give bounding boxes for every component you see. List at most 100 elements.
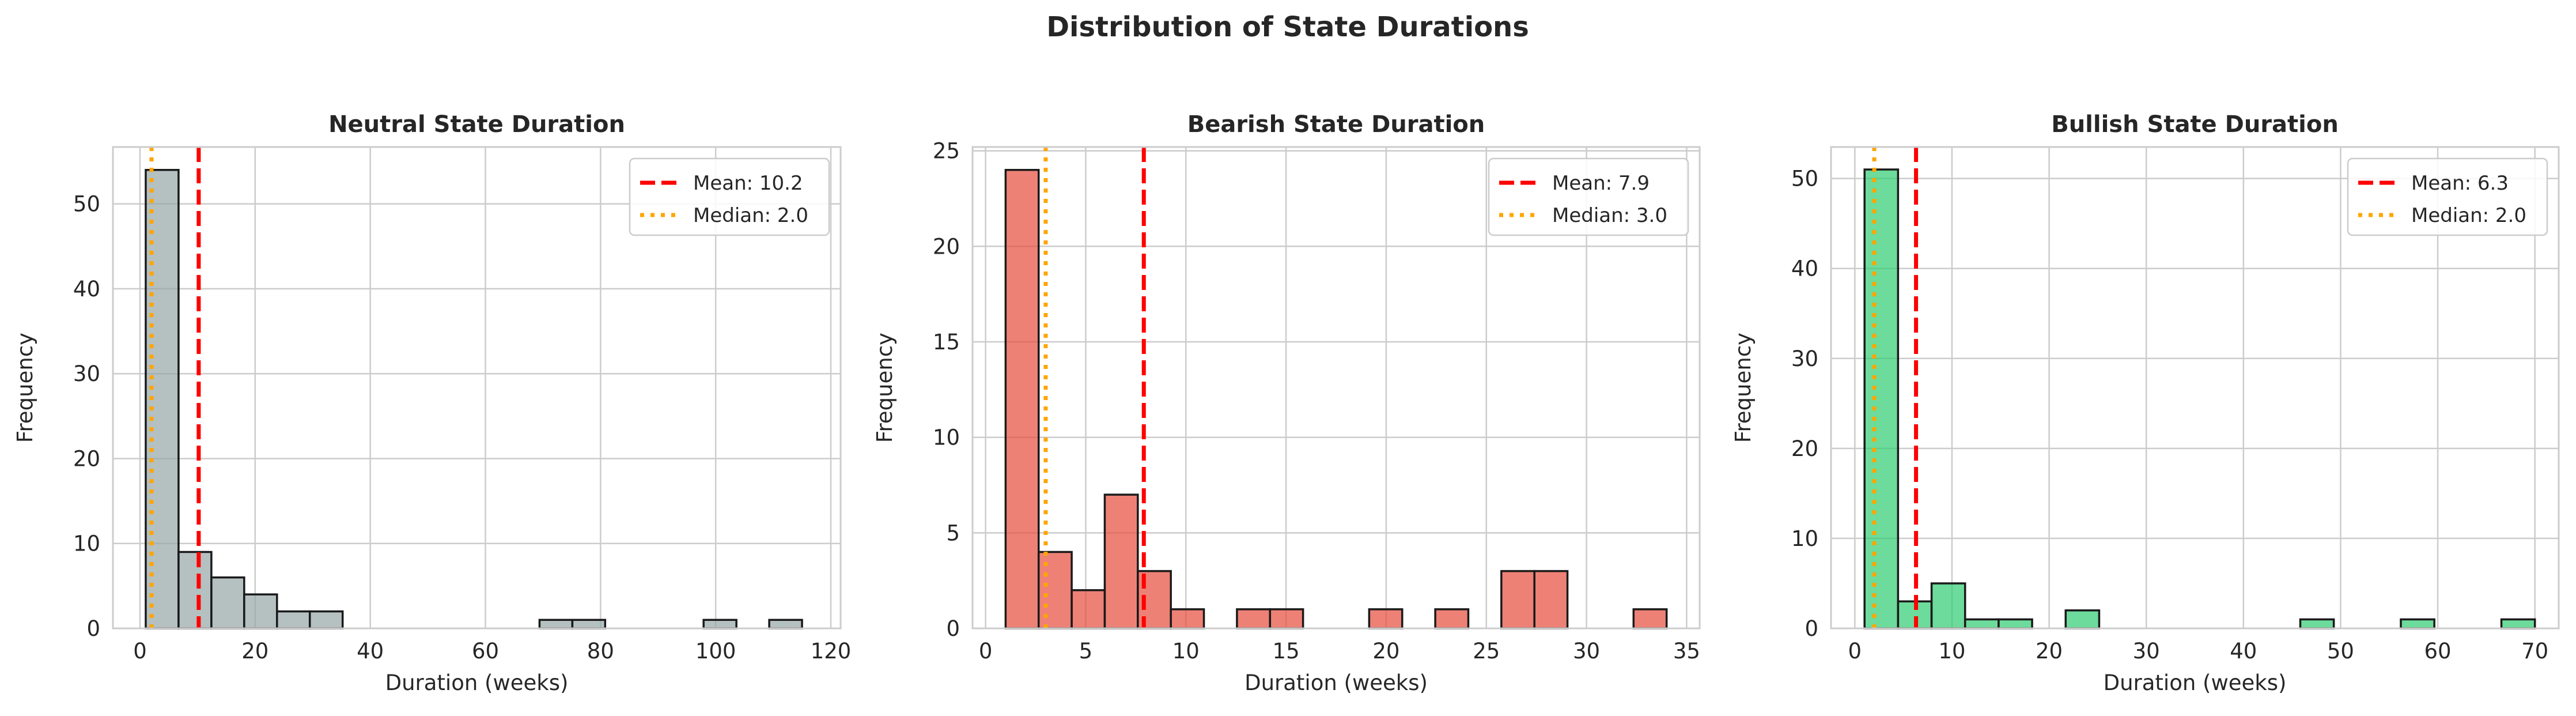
x-tick-label: 0 <box>979 639 993 664</box>
histogram-bar <box>702 619 737 630</box>
x-tick-label: 70 <box>2521 639 2548 664</box>
x-tick-label: 40 <box>2230 639 2257 664</box>
histogram-bar <box>1998 618 2033 630</box>
x-tick-label: 60 <box>2424 639 2452 664</box>
histogram-bar <box>308 610 344 630</box>
histogram-bar <box>538 619 574 630</box>
y-tick-label: 20 <box>933 234 960 259</box>
x-tick-label: 100 <box>695 639 736 664</box>
y-tick-label: 0 <box>1805 616 1818 641</box>
x-tick-label: 35 <box>1673 639 1700 664</box>
y-tick-label: 0 <box>86 616 100 641</box>
histogram-bar <box>1533 570 1569 630</box>
legend-mean-label: Mean: 7.9 <box>1552 172 1650 195</box>
histogram-bar <box>768 619 803 630</box>
histogram-bar <box>243 593 278 630</box>
x-tick-label: 5 <box>1079 639 1093 664</box>
x-tick-label: 10 <box>1172 639 1200 664</box>
y-tick-label: 40 <box>73 277 100 302</box>
y-axis-label: Frequency <box>13 333 37 443</box>
chart-title: Bullish State Duration <box>2051 111 2339 138</box>
chart-panel: 0 5 10 15 20 25 30 35 0 5 10 15 20 25 Bearish State Du… <box>872 111 1701 695</box>
histogram-bar <box>2400 618 2435 630</box>
histogram-bar <box>210 576 245 630</box>
histogram-bar <box>2299 618 2335 630</box>
histogram-bar <box>1236 608 1272 630</box>
x-tick-label: 10 <box>1938 639 1965 664</box>
axes-frame <box>112 146 842 630</box>
x-tick-label: 30 <box>1573 639 1600 664</box>
histogram-bar <box>571 619 607 630</box>
histogram-bar <box>1863 168 1900 630</box>
y-tick-label: 10 <box>1791 526 1818 551</box>
histogram-bar <box>1500 570 1535 630</box>
legend-mean-label: Mean: 6.3 <box>2411 172 2509 195</box>
histogram-bar <box>276 610 311 630</box>
histogram-bar <box>1103 493 1139 630</box>
chart-title: Neutral State Duration <box>328 111 625 138</box>
figure-title: Distribution of State Durations <box>1046 11 1529 43</box>
x-tick-label: 120 <box>811 639 852 664</box>
x-tick-label: 20 <box>2036 639 2063 664</box>
legend: Mean: 7.9 Median: 3.0 <box>1488 157 1689 236</box>
chart-panel: 0 20 40 60 80 100 120 0 10 20 30 40 50 Neutral State … <box>13 111 851 695</box>
histogram-bar <box>1632 608 1668 630</box>
histogram-bar <box>1037 551 1073 630</box>
histogram-bar <box>2064 609 2101 630</box>
y-axis-label: Frequency <box>872 333 897 443</box>
histogram-bar <box>2500 618 2536 630</box>
axes-frame <box>971 146 1701 630</box>
legend-median-label: Median: 3.0 <box>1552 204 1667 227</box>
y-tick-label: 10 <box>73 532 100 556</box>
y-tick-label: 20 <box>73 446 100 471</box>
y-tick-label: 50 <box>73 192 100 217</box>
chart-panel: 0 10 20 30 40 50 60 70 0 10 20 30 40 50 Bullish State … <box>1731 111 2560 695</box>
x-tick-label: 25 <box>1473 639 1500 664</box>
legend: Mean: 10.2 Median: 2.0 <box>629 157 830 236</box>
x-tick-label: 80 <box>587 639 614 664</box>
legend: Mean: 6.3 Median: 2.0 <box>2347 157 2548 236</box>
x-tick-label: 15 <box>1273 639 1300 664</box>
y-tick-label: 25 <box>933 139 960 164</box>
histogram-bar <box>1930 582 1966 630</box>
legend-median-label: Median: 2.0 <box>2411 204 2526 227</box>
legend-box <box>1488 157 1689 236</box>
histogram-bar <box>1434 608 1470 630</box>
legend-box <box>629 157 830 236</box>
histogram-bar <box>177 551 213 630</box>
histogram-bar <box>1269 608 1304 630</box>
histogram-bar <box>1170 608 1205 630</box>
x-tick-label: 50 <box>2327 639 2354 664</box>
histogram-bar <box>1368 608 1404 630</box>
x-tick-label: 0 <box>1848 639 1862 664</box>
histogram-bar <box>1004 169 1040 630</box>
x-tick-label: 60 <box>472 639 499 664</box>
y-tick-label: 30 <box>73 361 100 386</box>
y-tick-label: 40 <box>1791 257 1818 281</box>
chart-title: Bearish State Duration <box>1187 111 1485 138</box>
x-tick-label: 40 <box>357 639 384 664</box>
y-tick-label: 50 <box>1791 167 1818 191</box>
y-tick-label: 20 <box>1791 436 1818 461</box>
histogram-bar <box>1964 618 2000 630</box>
x-axis-label: Duration (weeks) <box>2104 670 2287 695</box>
x-tick-label: 20 <box>1372 639 1399 664</box>
legend-box <box>2347 157 2548 236</box>
histogram-bar <box>1071 589 1106 630</box>
legend-mean-label: Mean: 10.2 <box>693 172 803 195</box>
x-axis-label: Duration (weeks) <box>385 670 569 695</box>
legend-median-label: Median: 2.0 <box>693 204 808 227</box>
x-tick-label: 30 <box>2133 639 2160 664</box>
x-tick-label: 20 <box>241 639 268 664</box>
y-axis-label: Frequency <box>1731 333 1756 443</box>
x-axis-label: Duration (weeks) <box>1245 670 1428 695</box>
y-tick-label: 5 <box>946 521 960 545</box>
y-tick-label: 15 <box>933 330 960 355</box>
y-tick-label: 10 <box>933 425 960 450</box>
axes-frame <box>1830 146 2560 630</box>
x-tick-label: 0 <box>133 639 147 664</box>
y-tick-label: 30 <box>1791 346 1818 371</box>
y-tick-label: 0 <box>946 616 960 641</box>
